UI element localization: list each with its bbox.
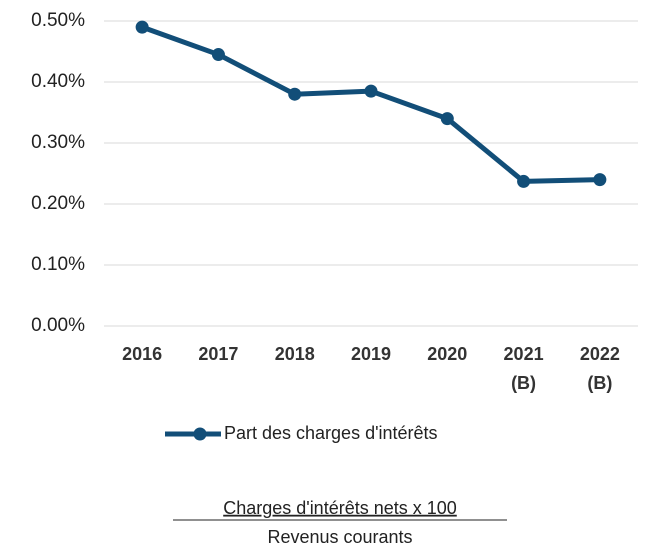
point [135,20,149,34]
y-tick-label: 0.40% [31,71,85,92]
point [211,48,225,62]
x-tick-label: 2019 [351,344,391,364]
x-tick-label: 2022 [580,344,620,364]
y-tick-label: 0.50% [31,10,85,31]
x-tick-label: 2021 [504,344,544,364]
y-tick-label: 0.20% [31,193,85,214]
point [593,173,607,187]
x-tick-label: 2020 [427,344,467,364]
legend-marker [193,427,207,441]
x-tick-label: (B) [587,373,612,393]
formula-numerator: Charges d'intérêts nets x 100 [223,498,457,518]
x-tick-label: (B) [511,373,536,393]
legend-label: Part des charges d'intérêts [224,423,438,443]
y-tick-label: 0.30% [31,132,85,153]
x-tick-label: 2016 [122,344,162,364]
series-line [141,24,600,184]
x-tick-label: 2017 [198,344,238,364]
y-tick-label: 0.10% [31,254,85,275]
x-tick-label: 2018 [275,344,315,364]
point [440,112,454,126]
point [288,87,302,101]
point [517,174,531,188]
formula-denominator: Revenus courants [267,527,412,547]
point [364,84,378,98]
y-tick-label: 0.00% [31,315,85,336]
